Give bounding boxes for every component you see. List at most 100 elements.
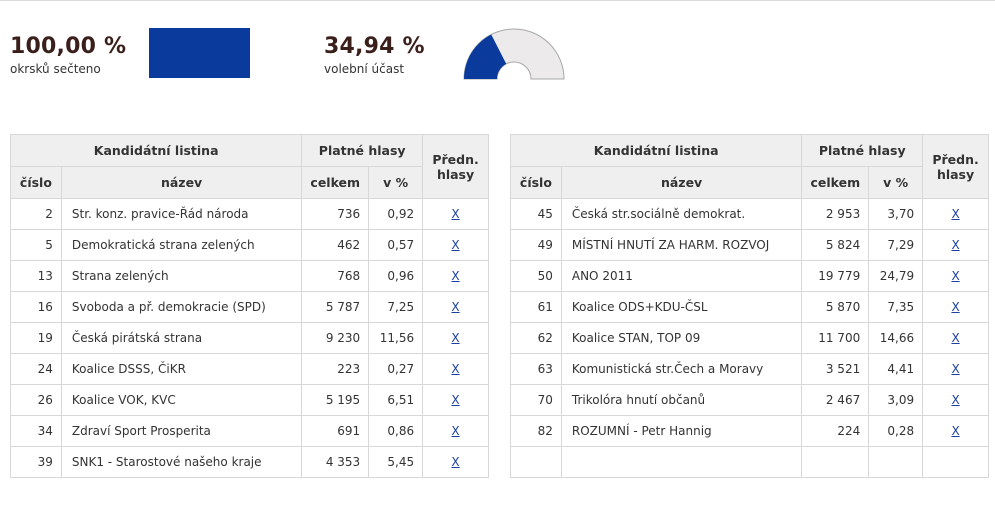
counted-progress-bar (149, 28, 250, 78)
empty-table-row (510, 446, 989, 478)
votes-total: 223 (301, 353, 370, 385)
header-name: název (60, 166, 303, 199)
preferential-votes-link[interactable]: X (951, 238, 960, 252)
table-row: 45 Česká str.sociálně demokrat. 2 953 3,70 X (510, 198, 989, 230)
table-row: 26 Koalice VOK, KVC 5 195 6,51 X (10, 384, 489, 416)
votes-total: 736 (301, 198, 370, 230)
preferential-votes-link[interactable]: X (451, 269, 460, 283)
party-name: ROZUMNÍ - Petr Hannig (560, 415, 803, 447)
votes-percent: 3,70 (868, 198, 924, 230)
party-name: Koalice ODS+KDU-ČSL (560, 291, 803, 323)
votes-total: 4 353 (301, 446, 370, 478)
preferential-votes-link[interactable]: X (951, 393, 960, 407)
preferential-votes-cell: X (922, 384, 989, 416)
preferential-votes-link[interactable]: X (451, 455, 460, 469)
votes-total: 3 521 (801, 353, 870, 385)
votes-total: 462 (301, 229, 370, 261)
turnout-gauge (463, 28, 565, 80)
preferential-votes-link[interactable]: X (951, 331, 960, 345)
party-name: Str. konz. pravice-Řád národa (60, 198, 303, 230)
preferential-votes-link[interactable]: X (951, 424, 960, 438)
votes-total: 9 230 (301, 322, 370, 354)
preferential-votes-link[interactable]: X (451, 331, 460, 345)
votes-total: 224 (801, 415, 870, 447)
header-percent: v % (368, 166, 424, 199)
table-row: 34 Zdraví Sport Prosperita 691 0,86 X (10, 415, 489, 447)
preferential-votes-link[interactable]: X (951, 207, 960, 221)
preferential-votes-link[interactable]: X (951, 300, 960, 314)
votes-percent: 0,28 (868, 415, 924, 447)
preferential-votes-cell: X (922, 260, 989, 292)
party-number: 34 (10, 415, 62, 447)
table-row: 50 ANO 2011 19 779 24,79 X (510, 260, 989, 292)
results-table-right: Kandidátní listina Platné hlasy Předn. h… (509, 134, 989, 478)
preferential-votes-link[interactable]: X (451, 424, 460, 438)
header-percent: v % (868, 166, 924, 199)
results-table-left: Kandidátní listina Platné hlasy Předn. h… (9, 134, 489, 478)
party-number: 24 (10, 353, 62, 385)
party-name: Demokratická strana zelených (60, 229, 303, 261)
preferential-votes-link[interactable]: X (451, 207, 460, 221)
votes-percent: 4,41 (868, 353, 924, 385)
table-row: 61 Koalice ODS+KDU-ČSL 5 870 7,35 X (510, 291, 989, 323)
party-number: 39 (10, 446, 62, 478)
table-row: 70 Trikolóra hnutí občanů 2 467 3,09 X (510, 384, 989, 416)
table-row: 5 Demokratická strana zelených 462 0,57 X (10, 229, 489, 261)
preferential-votes-link[interactable]: X (451, 362, 460, 376)
party-number: 45 (510, 198, 562, 230)
preferential-votes-link[interactable]: X (951, 269, 960, 283)
party-name: SNK1 - Starostové našeho kraje (60, 446, 303, 478)
party-number: 49 (510, 229, 562, 261)
header-preferential-votes: Předn. hlasy (422, 134, 489, 199)
preferential-votes-cell: X (922, 415, 989, 447)
preferential-votes-cell: X (422, 353, 489, 385)
party-number: 82 (510, 415, 562, 447)
preferential-votes-cell: X (422, 322, 489, 354)
party-name: Trikolóra hnutí občanů (560, 384, 803, 416)
votes-total: 2 953 (801, 198, 870, 230)
votes-percent: 0,86 (368, 415, 424, 447)
party-number: 63 (510, 353, 562, 385)
preferential-votes-cell: X (422, 198, 489, 230)
table-row: 2 Str. konz. pravice-Řád národa 736 0,92 X (10, 198, 489, 230)
party-name: MÍSTNÍ HNUTÍ ZA HARM. ROZVOJ (560, 229, 803, 261)
votes-percent: 3,09 (868, 384, 924, 416)
table-row: 16 Svoboda a př. demokracie (SPD) 5 787 7,2… (10, 291, 489, 323)
header-total: celkem (801, 166, 870, 199)
table-row: 82 ROZUMNÍ - Petr Hannig 224 0,28 X (510, 415, 989, 447)
party-name: Svoboda a př. demokracie (SPD) (60, 291, 303, 323)
votes-percent: 0,57 (368, 229, 424, 261)
table-row: 49 MÍSTNÍ HNUTÍ ZA HARM. ROZVOJ 5 824 7,29 X (510, 229, 989, 261)
party-name: Koalice STAN, TOP 09 (560, 322, 803, 354)
party-number: 5 (10, 229, 62, 261)
table-row: 39 SNK1 - Starostové našeho kraje 4 353 5,4… (10, 446, 489, 478)
turnout-stat: 34,94 % volební účast (324, 34, 425, 76)
table-row: 62 Koalice STAN, TOP 09 11 700 14,66 X (510, 322, 989, 354)
party-name: ANO 2011 (560, 260, 803, 292)
preferential-votes-cell: X (422, 229, 489, 261)
header-valid-votes: Platné hlasy (301, 134, 424, 167)
preferential-votes-link[interactable]: X (451, 238, 460, 252)
party-name: Koalice VOK, KVC (60, 384, 303, 416)
votes-percent: 7,35 (868, 291, 924, 323)
preferential-votes-cell: X (922, 198, 989, 230)
votes-percent: 11,56 (368, 322, 424, 354)
party-name: Strana zelených (60, 260, 303, 292)
votes-total: 19 779 (801, 260, 870, 292)
votes-percent: 0,96 (368, 260, 424, 292)
header-name: název (560, 166, 803, 199)
header-number: číslo (10, 166, 62, 199)
counted-progress-fill (149, 28, 250, 78)
party-name: Zdraví Sport Prosperita (60, 415, 303, 447)
votes-total: 5 195 (301, 384, 370, 416)
preferential-votes-link[interactable]: X (451, 300, 460, 314)
turnout-value: 34,94 % (324, 34, 425, 59)
counted-stat: 100,00 % okrsků sečteno (10, 34, 126, 76)
votes-total: 5 824 (801, 229, 870, 261)
preferential-votes-cell: X (422, 415, 489, 447)
preferential-votes-link[interactable]: X (451, 393, 460, 407)
preferential-votes-link[interactable]: X (951, 362, 960, 376)
party-number: 16 (10, 291, 62, 323)
votes-total: 691 (301, 415, 370, 447)
party-number: 61 (510, 291, 562, 323)
